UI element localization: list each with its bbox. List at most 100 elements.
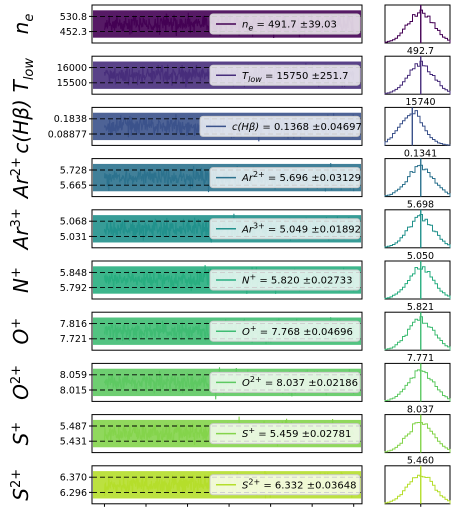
parameter-label: ne xyxy=(9,14,37,35)
legend-label: Ar2+ = 5.696 ±0.03129 xyxy=(241,170,361,184)
y-tick-label: 15500 xyxy=(57,78,87,89)
legend-box xyxy=(209,218,361,240)
legend-box xyxy=(209,167,361,189)
trace-panel: 5.068 5.031 Ar3+ Ar3+ = 5.049 ±0.01892 5.050 xyxy=(9,208,451,262)
legend-label: Tlow = 15750 ±251.7 xyxy=(242,71,349,84)
histogram-steps xyxy=(384,474,451,504)
histogram-axes xyxy=(384,4,451,44)
histogram-axes xyxy=(384,55,451,95)
x-tick-label: 2000 xyxy=(134,510,158,511)
histogram-axes xyxy=(384,106,451,146)
y-tick-label: 7.816 xyxy=(60,319,87,330)
legend-label: S2+ = 6.332 ±0.03648 xyxy=(242,477,356,491)
histogram-steps xyxy=(384,110,451,146)
x-tick-label: 12000 xyxy=(339,510,369,511)
histogram-steps xyxy=(384,214,451,248)
parameter-label: O+ xyxy=(9,318,33,345)
histogram-axes xyxy=(384,362,451,402)
trace-axes xyxy=(91,4,363,44)
trace-panel: 7.816 7.721 O+ O+ = 7.768 ±0.04696 7.771 xyxy=(9,311,451,364)
median-value-label: 5.050 xyxy=(407,251,434,262)
median-value-label: 5.460 xyxy=(407,456,434,467)
y-tick-label: 5.728 xyxy=(60,165,87,176)
histogram-axes xyxy=(384,465,451,505)
histogram-steps xyxy=(384,266,451,299)
parameter-label: S+ xyxy=(9,422,33,446)
histogram-steps xyxy=(384,60,451,95)
legend-box xyxy=(209,269,361,291)
legend-label: O2+ = 8.037 ±0.02186 xyxy=(242,375,358,389)
legend-label: N+ = 5.820 ±0.02733 xyxy=(242,273,352,287)
hist-x-tick-label: 6.334 xyxy=(407,510,434,511)
y-tick-label: 530.8 xyxy=(60,12,87,23)
histogram-axes xyxy=(384,209,451,249)
median-value-label: 5.821 xyxy=(407,302,434,313)
parameter-label: S2+ xyxy=(9,469,33,501)
histogram-axes xyxy=(384,260,451,300)
trace-panel: 530.8 452.3 ne ne = 491.7 ±39.03 492.7 xyxy=(9,4,451,57)
trace-axes xyxy=(91,158,363,198)
parameter-label: Tlow xyxy=(9,58,37,93)
trace-axes xyxy=(91,362,363,402)
trace-panel: 8.059 8.015 O2+ O2+ = 8.037 ±0.02186 8.037 xyxy=(9,362,451,415)
histogram-steps xyxy=(384,422,451,453)
x-tick-label: 4000 xyxy=(175,510,199,511)
trace-axes xyxy=(91,465,363,505)
legend-box xyxy=(209,64,361,86)
y-tick-label: 5.848 xyxy=(60,268,87,279)
trace-axes xyxy=(91,209,363,249)
y-tick-label: 5.792 xyxy=(60,283,87,294)
legend-label: Ar3+ = 5.049 ±0.01892 xyxy=(241,221,361,235)
histogram-steps xyxy=(384,164,451,197)
parameter-label: Ar2+ xyxy=(9,157,33,200)
trace-axes xyxy=(91,106,363,146)
legend-box xyxy=(209,474,361,496)
x-tick-label: 8000 xyxy=(259,510,283,511)
y-tick-label: 7.721 xyxy=(60,334,87,345)
histogram-axes xyxy=(384,158,451,198)
legend-box xyxy=(209,320,361,342)
x-tick-label: 0 xyxy=(101,510,107,511)
median-value-label: 0.1341 xyxy=(404,148,437,159)
parameter-label: N+ xyxy=(9,267,33,293)
trace-panel: 16000 15500 Tlow Tlow = 15750 ±251.7 15740 xyxy=(9,55,451,108)
legend-box xyxy=(209,371,361,393)
legend-box xyxy=(209,13,361,35)
y-tick-label: 0.08877 xyxy=(48,129,87,140)
trace-axes xyxy=(91,55,363,95)
legend-label: c(Hβ) = 0.1368 ±0.04697 xyxy=(232,122,362,133)
median-value-label: 5.698 xyxy=(407,200,434,211)
legend-label: S+ = 5.459 ±0.02781 xyxy=(242,426,351,440)
median-value-label: 8.037 xyxy=(407,404,434,415)
y-tick-label: 5.487 xyxy=(60,421,87,432)
y-tick-label: 8.059 xyxy=(60,370,87,381)
trace-axes xyxy=(91,260,363,300)
y-tick-label: 5.431 xyxy=(60,437,87,448)
x-tick-label: 6000 xyxy=(217,510,241,511)
histogram-axes xyxy=(384,414,451,454)
y-tick-label: 5.068 xyxy=(60,217,87,228)
y-tick-label: 452.3 xyxy=(60,27,87,38)
parameter-label: Ar3+ xyxy=(9,208,33,251)
legend-box xyxy=(199,115,361,137)
trace-panel: 5.487 5.431 S+ S+ = 5.459 ±0.02781 5.460 xyxy=(9,414,451,467)
legend-label: ne = 491.7 ±39.03 xyxy=(242,20,337,33)
histogram-steps xyxy=(384,9,451,43)
trace-panel: 5.728 5.665 Ar2+ Ar2+ = 5.696 ±0.03129 5.698 xyxy=(9,157,451,211)
parameter-label: c(Hβ) xyxy=(9,99,33,153)
y-tick-label: 16000 xyxy=(57,63,87,74)
y-tick-label: 8.015 xyxy=(60,385,87,396)
x-tick-label: 10000 xyxy=(297,510,327,511)
trace-axes xyxy=(91,414,363,454)
median-value-label: 15740 xyxy=(405,97,435,108)
histogram-axes xyxy=(384,311,451,351)
legend-box xyxy=(209,423,361,445)
histogram-steps xyxy=(384,369,451,402)
trace-panel: 6.370 6.296 S2+ S2+ = 6.332 ±0.03648 0 2000 40… xyxy=(9,465,451,511)
legend-label: O+ = 7.768 ±0.04696 xyxy=(242,324,353,338)
median-value-label: 492.7 xyxy=(407,46,434,57)
y-tick-label: 6.296 xyxy=(60,488,87,499)
histogram-steps xyxy=(384,316,451,351)
y-tick-label: 0.1838 xyxy=(54,114,87,125)
